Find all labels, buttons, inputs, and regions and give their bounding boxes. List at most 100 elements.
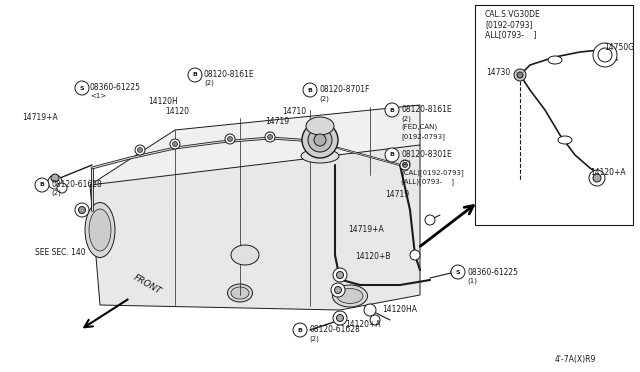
Circle shape [451,266,463,278]
Text: B: B [298,327,303,333]
Circle shape [517,72,523,78]
Text: (1): (1) [467,278,477,285]
Circle shape [337,272,344,279]
Circle shape [333,311,347,325]
Circle shape [451,265,465,279]
Polygon shape [90,105,420,200]
Circle shape [302,122,338,158]
Circle shape [308,128,332,152]
Ellipse shape [333,285,367,307]
Text: S: S [456,269,460,275]
Circle shape [75,203,89,217]
Circle shape [514,69,526,81]
Ellipse shape [306,117,334,135]
Text: B: B [390,153,394,157]
Text: 14120: 14120 [165,107,189,116]
Circle shape [331,283,345,297]
Circle shape [51,174,59,182]
Text: CAL.S.VG30DE: CAL.S.VG30DE [485,10,541,19]
Text: 08120-8701F: 08120-8701F [319,85,369,94]
Circle shape [403,163,408,167]
Text: 14750G: 14750G [604,43,634,52]
Circle shape [333,268,347,282]
Text: 08120-8161E: 08120-8161E [401,105,452,114]
Ellipse shape [558,136,572,144]
Text: 08360-61225: 08360-61225 [90,83,141,92]
Text: (2): (2) [204,80,214,87]
Circle shape [79,206,86,214]
Polygon shape [90,145,420,310]
Text: FRONT: FRONT [132,273,163,296]
Circle shape [385,103,399,117]
Text: (2): (2) [319,95,329,102]
Text: B: B [308,87,312,93]
Circle shape [593,174,601,182]
Circle shape [138,148,143,153]
Ellipse shape [231,287,249,299]
Text: <1>: <1> [90,93,106,99]
Ellipse shape [227,284,253,302]
Circle shape [400,160,410,170]
Text: 08120-61628: 08120-61628 [51,180,102,189]
Text: 14719: 14719 [265,117,289,126]
Text: (ALL)[0793-    ]: (ALL)[0793- ] [401,178,454,185]
Text: SEE SEC. 140: SEE SEC. 140 [35,248,86,257]
Circle shape [227,137,232,141]
Text: 14730: 14730 [486,68,510,77]
Circle shape [303,83,317,97]
Text: 14120+B: 14120+B [355,252,390,261]
Circle shape [593,43,617,67]
Circle shape [35,178,49,192]
Circle shape [370,315,380,325]
Circle shape [170,139,180,149]
Ellipse shape [231,245,259,265]
Text: 08120-61628: 08120-61628 [309,325,360,334]
Circle shape [425,215,435,225]
Ellipse shape [337,289,363,304]
Circle shape [57,183,67,193]
Circle shape [268,135,273,140]
Circle shape [335,286,342,294]
Circle shape [454,269,460,275]
Circle shape [598,48,612,62]
Text: (FED,CAN): (FED,CAN) [401,124,437,131]
Text: 08360-61225: 08360-61225 [467,268,518,277]
Text: 14719+A: 14719+A [348,225,384,234]
Text: (CAL)[0192-0793]: (CAL)[0192-0793] [401,169,464,176]
Text: 14120H: 14120H [148,97,178,106]
Circle shape [188,68,202,82]
Text: 08120-8161E: 08120-8161E [204,70,255,79]
Circle shape [265,132,275,142]
Ellipse shape [548,56,562,64]
Text: B: B [193,73,197,77]
Text: [0192-0793]: [0192-0793] [485,20,532,29]
Circle shape [225,134,235,144]
Circle shape [293,323,307,337]
Circle shape [385,148,399,162]
Text: 14710: 14710 [282,107,306,116]
Circle shape [337,314,344,321]
Text: (2): (2) [401,115,411,122]
Text: (2): (2) [51,190,61,196]
Text: S: S [80,86,84,90]
Text: (2): (2) [309,335,319,341]
Text: B: B [390,108,394,112]
Circle shape [589,170,605,186]
Circle shape [410,250,420,260]
Circle shape [314,134,326,146]
Circle shape [173,141,177,147]
Ellipse shape [89,209,111,251]
Bar [475,5,633,225]
Text: 08120-8301E: 08120-8301E [401,150,452,159]
Circle shape [135,145,145,155]
Ellipse shape [85,202,115,257]
Text: 14120HA: 14120HA [382,305,417,314]
Text: [0192-0793]: [0192-0793] [401,133,445,140]
Text: 14120+A: 14120+A [345,320,381,329]
Text: B: B [40,183,44,187]
Text: (2): (2) [401,160,411,167]
Text: 14120+A: 14120+A [590,168,626,177]
Text: ALL[0793-    ]: ALL[0793- ] [485,30,536,39]
Text: 14719+A: 14719+A [22,113,58,122]
Ellipse shape [301,149,339,163]
